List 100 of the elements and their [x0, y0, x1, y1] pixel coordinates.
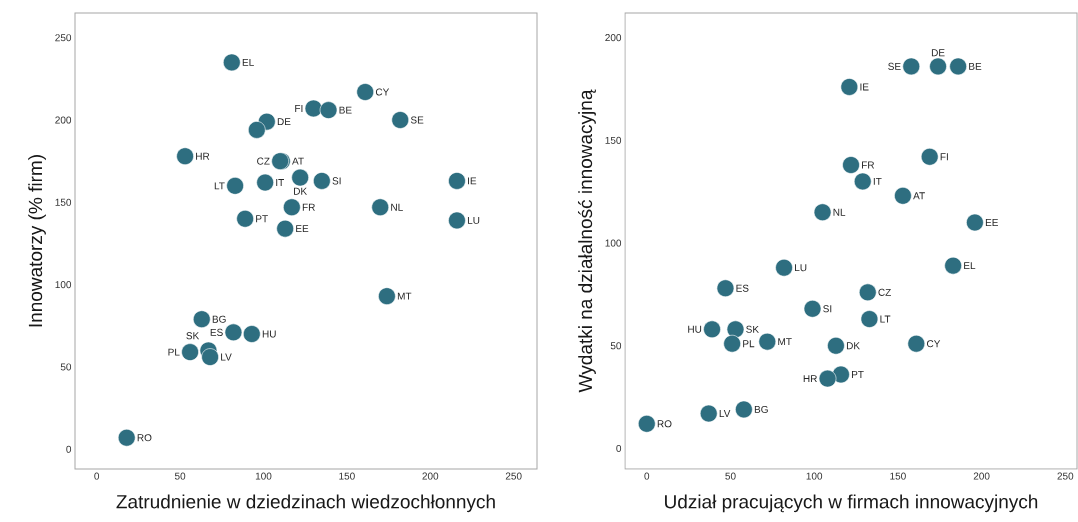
- annotation: EE: [985, 219, 999, 226]
- annotation: PL: [743, 340, 755, 348]
- point: [703, 320, 721, 339]
- point: [176, 147, 194, 166]
- annotation: HU: [262, 330, 276, 338]
- annotation: IE: [468, 177, 477, 185]
- point: [201, 348, 219, 366]
- annotation: DK: [846, 342, 860, 350]
- point: [726, 320, 745, 339]
- annotation: FI: [940, 153, 948, 161]
- point: [860, 310, 879, 328]
- annotation: IE: [860, 83, 869, 91]
- annotation: MT: [778, 338, 792, 346]
- annotation: DE: [277, 118, 291, 126]
- annotation: HR: [803, 375, 817, 383]
- annotation: PL: [168, 348, 180, 356]
- point: [291, 168, 309, 187]
- point: [907, 334, 926, 353]
- annotation: HU: [688, 325, 702, 333]
- y-tick-label: 50: [60, 363, 72, 371]
- annotation: IT: [873, 177, 882, 185]
- point: [735, 400, 753, 419]
- annotation: EL: [242, 58, 254, 66]
- point: [637, 415, 656, 433]
- point: [283, 198, 301, 217]
- y-tick-label: 150: [605, 136, 622, 144]
- point: [813, 203, 832, 222]
- point: [448, 172, 466, 190]
- annotation: PT: [256, 215, 268, 223]
- point: [894, 187, 912, 205]
- y-tick-label: 150: [55, 198, 72, 206]
- annotation: MT: [397, 292, 412, 300]
- point: [853, 172, 872, 191]
- point: [371, 198, 390, 217]
- point: [699, 404, 718, 423]
- annotation: LV: [221, 353, 232, 361]
- point: [192, 310, 211, 328]
- annotation: LT: [880, 315, 891, 323]
- annotation: EL: [964, 262, 976, 270]
- point: [966, 213, 984, 232]
- point: [842, 156, 860, 174]
- x-tick-label: 100: [255, 472, 272, 480]
- y-tick-label: 50: [610, 342, 622, 350]
- annotation: BG: [754, 405, 768, 413]
- point: [448, 211, 466, 230]
- x-axis-title: Udział pracujących w firmach innowacyjnych: [665, 494, 1038, 513]
- annotation: AT: [913, 192, 925, 200]
- point: [902, 57, 921, 76]
- point: [222, 53, 241, 72]
- point: [716, 279, 735, 298]
- point: [949, 57, 967, 76]
- x-tick-label: 250: [1057, 472, 1074, 480]
- annotation: ES: [210, 328, 223, 336]
- point: [304, 99, 323, 118]
- annotation: LV: [719, 410, 731, 417]
- point: [840, 78, 859, 96]
- annotation: NL: [391, 203, 403, 211]
- annotation: SK: [746, 325, 759, 333]
- annotation: LT: [214, 182, 225, 190]
- annotation: HR: [196, 152, 210, 160]
- point: [256, 173, 274, 192]
- x-tick-label: 150: [339, 472, 355, 480]
- annotation: DE: [931, 49, 945, 57]
- point: [723, 334, 741, 353]
- annotation: BE: [339, 106, 352, 114]
- annotation: CZ: [878, 288, 891, 296]
- y-tick-label: 100: [55, 281, 72, 289]
- y-axis-title: Wydatki na działalność innowacyjną: [577, 89, 596, 393]
- x-tick-label: 100: [806, 472, 823, 480]
- annotation: FR: [302, 203, 315, 211]
- point: [818, 369, 837, 388]
- y-tick-label: 200: [55, 116, 72, 124]
- point: [226, 177, 244, 195]
- x-tick-label: 150: [890, 472, 906, 480]
- x-tick-label: 250: [505, 472, 522, 480]
- y-tick-label: 0: [66, 445, 72, 453]
- point: [803, 299, 822, 318]
- annotation: RO: [137, 434, 152, 442]
- x-axis-title: Zatrudnienie w dziedzinach wiedzochłonnych: [116, 494, 495, 513]
- annotation: SE: [888, 62, 901, 70]
- y-axis-title: Innowatorzy (% firm): [28, 155, 46, 327]
- x-tick-label: 50: [725, 472, 736, 480]
- annotation: IT: [276, 179, 284, 186]
- y-tick-label: 250: [55, 34, 72, 42]
- annotation: SK: [186, 332, 200, 340]
- x-tick-label: 200: [973, 472, 990, 480]
- point: [117, 428, 136, 447]
- annotation: FI: [295, 105, 303, 112]
- annotation: AT: [292, 157, 304, 165]
- annotation: RO: [657, 420, 672, 428]
- x-tick-label: 0: [94, 472, 100, 480]
- point: [758, 332, 777, 351]
- point: [858, 283, 877, 302]
- x-tick-label: 200: [422, 472, 439, 480]
- point: [313, 172, 331, 190]
- point: [276, 219, 294, 238]
- annotation: EE: [296, 225, 309, 233]
- x-tick-label: 50: [174, 472, 186, 480]
- point: [248, 121, 266, 139]
- annotation: NL: [833, 208, 846, 216]
